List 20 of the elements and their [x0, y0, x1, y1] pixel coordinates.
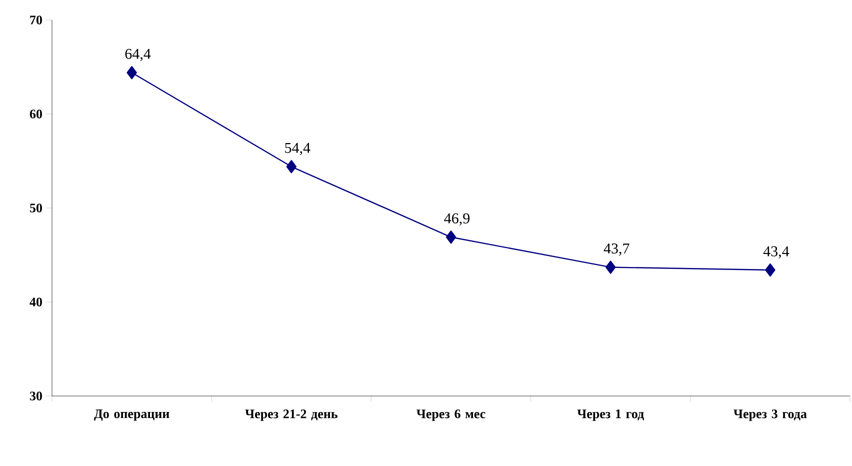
point	[126, 66, 137, 80]
data-label: 54,4	[285, 142, 310, 156]
point	[606, 260, 616, 274]
data-label: 43,7	[604, 243, 630, 256]
point	[286, 160, 296, 174]
y-tick-label: 70	[30, 16, 42, 24]
point	[446, 230, 456, 244]
data-label: 46,9	[444, 213, 470, 226]
data-label: 64,4	[125, 48, 151, 62]
data-label: 43,4	[763, 246, 790, 259]
y-tick-label: 60	[30, 110, 42, 118]
x-tick-label: Через 6 мес	[416, 410, 486, 421]
x-tick-label: Через 3 года	[734, 410, 807, 421]
y-tick-label: 30	[30, 392, 42, 400]
x-tick-label: Через 1 год	[577, 410, 644, 421]
x-tick-label: Через 21-2 день	[245, 410, 338, 421]
x-tick-label: До операции	[94, 410, 170, 421]
y-tick-label: 40	[30, 298, 42, 306]
point	[765, 263, 776, 277]
y-tick-label: 50	[30, 204, 42, 212]
